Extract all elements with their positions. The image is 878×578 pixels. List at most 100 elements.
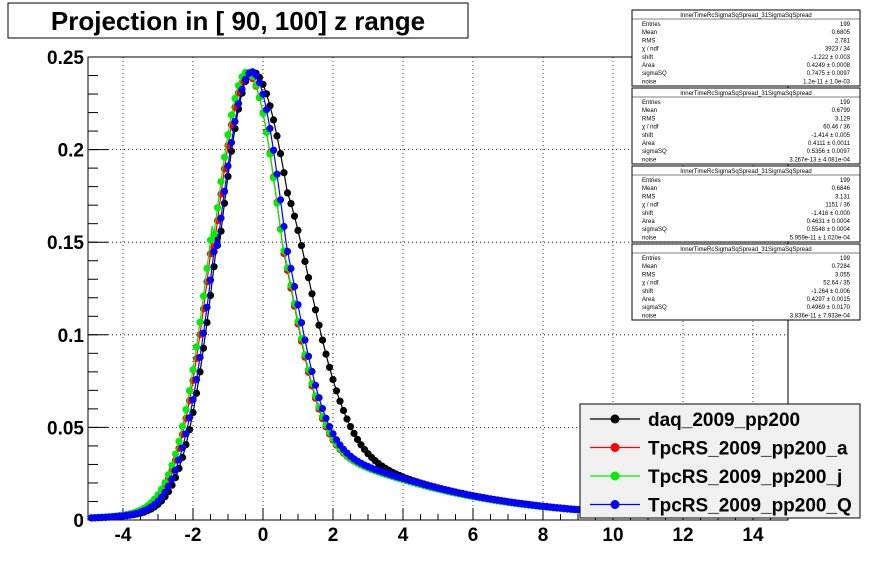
stats-label: noise [642, 79, 657, 85]
data-point [231, 94, 239, 102]
data-point [206, 276, 215, 284]
series-layer [87, 68, 589, 522]
x-tick-label: -4 [115, 525, 132, 546]
stats-title: InnerTimeRcSigmaSqSpread_31SigmaSqSpread [680, 247, 812, 253]
data-point [210, 248, 218, 256]
x-tick-label: -2 [185, 525, 202, 546]
data-point [276, 150, 285, 158]
stats-value: 0.5356 ± 0.0097 [807, 149, 851, 155]
data-point [325, 423, 334, 431]
stats-label: χ / ndf [642, 125, 659, 131]
data-point [213, 204, 222, 212]
y-tick-label: 0.1 [58, 326, 85, 347]
data-point [318, 336, 327, 344]
data-point [262, 106, 271, 114]
legend-marker [610, 414, 620, 424]
stats-label: sigmaSQ [642, 71, 667, 77]
data-point [304, 274, 313, 282]
y-tick-label: 0.05 [47, 418, 84, 439]
data-point [322, 414, 330, 422]
stats-value: -1.222 ± 0.003 [811, 55, 850, 61]
data-point [283, 189, 292, 197]
stats-label: Entries [642, 256, 661, 262]
data-point [185, 414, 194, 422]
data-point [315, 394, 323, 402]
stats-value: 52.64 / 35 [823, 281, 850, 287]
data-point [287, 200, 295, 208]
data-point [255, 78, 264, 87]
stats-label: noise [642, 157, 657, 163]
data-point [287, 264, 295, 273]
legend: daq_2009_pp200 TpcRS_2009_pp200_a TpcRS_20… [579, 403, 861, 519]
stats-label: RMS [642, 38, 655, 44]
data-point [217, 214, 225, 222]
stats-label: Mean [642, 264, 657, 270]
stats-label: RMS [642, 116, 655, 122]
title-box: Projection in [ 90, 100] z range [7, 2, 469, 39]
data-point [332, 436, 341, 444]
data-point [297, 242, 306, 250]
data-point [290, 212, 299, 220]
data-point [301, 257, 309, 265]
stats-value: 0.7475 ± 0.0097 [807, 71, 851, 77]
stats-value: 199 [840, 22, 851, 28]
data-point [259, 90, 267, 98]
data-point [273, 170, 281, 178]
data-point [241, 75, 250, 83]
stats-value: 1.2e-11 ± 1.0e-03 [803, 79, 851, 85]
stats-value: 0.6846 [832, 186, 851, 192]
stats-label: Mean [642, 108, 657, 114]
legend-label: TpcRS_2009_pp200_a [648, 439, 848, 460]
stats-value: 1151 / 36 [825, 203, 850, 209]
x-tick-labels: -4 -2 0 2 4 6 8 10 12 14 [115, 525, 764, 546]
data-point [304, 352, 313, 360]
data-point [269, 146, 278, 154]
data-point [168, 475, 176, 483]
x-tick-label: 12 [672, 525, 693, 546]
stats-label: Mean [642, 186, 657, 192]
stats-value: 199 [840, 100, 851, 106]
stats-label: Area [642, 63, 655, 69]
stats-value: 3.836e-11 ± 7.933e-04 [790, 313, 851, 319]
data-point [171, 466, 180, 474]
data-point [203, 303, 211, 311]
stats-value: 3.131 [835, 194, 851, 200]
legend-label: TpcRS_2009_pp200_Q [648, 496, 852, 517]
stats-box: InnerTimeRcSigmaSqSpread_31SigmaSqSpread… [631, 9, 861, 87]
x-tick-label: 2 [328, 525, 339, 546]
stats-box: InnerTimeRcSigmaSqSpread_31SigmaSqSpread… [631, 243, 861, 321]
stats-label: Entries [642, 100, 661, 106]
data-point [175, 437, 183, 445]
legend-marker [610, 500, 620, 509]
data-point [192, 375, 201, 384]
y-tick-label: 0 [73, 511, 84, 532]
stats-value: 0.4111 ± 0.0011 [808, 141, 851, 147]
x-tick-label: 0 [258, 525, 269, 546]
legend-marker [610, 471, 620, 481]
stats-label: χ / ndf [642, 281, 659, 287]
data-point [353, 435, 362, 443]
stats-title: InnerTimeRcSigmaSqSpread_31SigmaSqSpread [680, 169, 812, 175]
stats-label: shift [642, 133, 653, 139]
stats-label: Entries [642, 22, 661, 28]
stats-value: 0.6799 [832, 108, 851, 114]
legend-entry: TpcRS_2009_pp200_Q [590, 496, 852, 517]
data-point [182, 406, 190, 414]
data-point [329, 375, 337, 384]
stats-label: shift [642, 55, 653, 61]
data-point [283, 247, 292, 255]
data-point [339, 406, 348, 415]
x-tick-label: 8 [538, 525, 549, 546]
stats-label: RMS [642, 272, 655, 278]
stats-frame [631, 165, 861, 243]
data-point [294, 301, 302, 309]
stats-label: Area [642, 297, 655, 303]
legend-entry: TpcRS_2009_pp200_a [590, 439, 848, 460]
stats-value: 3923 / 34 [825, 47, 851, 53]
stats-label: sigmaSQ [642, 149, 667, 155]
data-point [196, 318, 204, 326]
data-point [290, 282, 299, 291]
data-point [224, 172, 232, 180]
